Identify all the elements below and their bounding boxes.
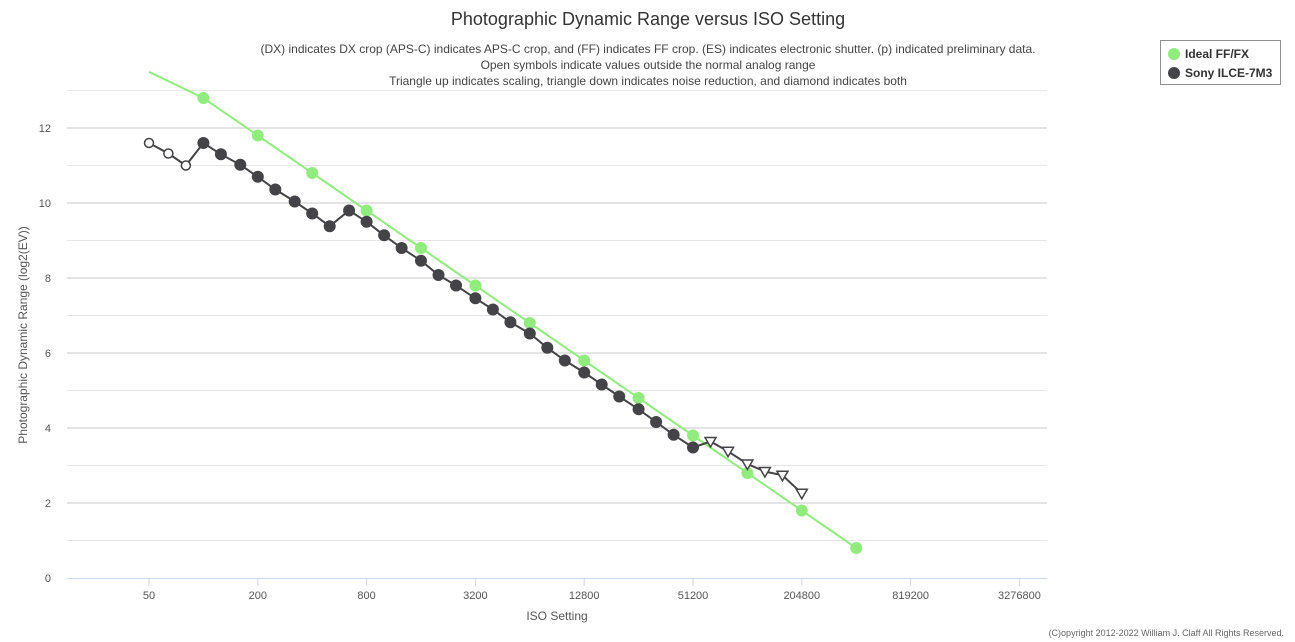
data-point-open[interactable] [163, 148, 174, 159]
data-point[interactable] [432, 269, 445, 281]
legend-label-sony: Sony ILCE-7M3 [1185, 65, 1273, 80]
x-tick-label: 3200 [463, 590, 487, 602]
data-point-triangle-down[interactable] [703, 436, 718, 449]
data-point[interactable] [667, 428, 680, 441]
data-point[interactable] [395, 242, 408, 254]
series-line-sony [148, 141, 803, 495]
data-point[interactable] [523, 317, 536, 329]
series-ideal [148, 70, 863, 554]
x-axis: 50 200 800 3200 12800 51200 204800 819200 327680… [67, 578, 1047, 602]
copyright-credit: (C)opyright 2012-2022 William J. Claff A… [1049, 628, 1284, 638]
data-point[interactable] [595, 378, 608, 391]
chart-subtitle-line-1: (DX) indicates DX crop (APS-C) indicates… [261, 42, 1036, 56]
data-point[interactable] [306, 207, 319, 220]
grid-lines [67, 90, 1047, 541]
series-line-ideal [148, 70, 857, 549]
x-tick-label: 12800 [569, 590, 600, 602]
chart-subtitle-line-2: Open symbols indicate values outside the… [481, 58, 816, 72]
data-point-open[interactable] [180, 160, 192, 171]
legend-item-ideal[interactable]: Ideal FF/FX [1168, 44, 1280, 63]
y-axis-title: Photographic Dynamic Range (log2(EV)) [16, 226, 30, 443]
data-point[interactable] [234, 158, 247, 171]
data-point[interactable] [450, 279, 463, 292]
data-point[interactable] [632, 403, 645, 416]
chart-title: Photographic Dynamic Range versus ISO Se… [451, 9, 845, 29]
x-tick-label: 200 [249, 590, 267, 602]
data-point[interactable] [343, 204, 356, 217]
data-point[interactable] [415, 254, 427, 267]
data-point[interactable] [558, 354, 571, 367]
y-tick-label: 6 [45, 348, 51, 360]
y-tick-label: 10 [39, 198, 51, 210]
data-point[interactable] [795, 504, 808, 517]
chart-legend: Ideal FF/FX Sony ILCE-7M3 [1160, 40, 1281, 85]
data-point-open[interactable] [143, 137, 155, 149]
data-point[interactable] [650, 416, 663, 428]
legend-label-ideal: Ideal FF/FX [1185, 46, 1250, 61]
x-tick-label: 819200 [892, 590, 929, 602]
y-tick-label: 0 [45, 573, 51, 585]
legend-marker-ideal [1168, 47, 1180, 60]
x-tick-label: 50 [143, 590, 155, 602]
data-point[interactable] [687, 441, 699, 454]
data-point-triangle-down[interactable] [721, 446, 735, 459]
data-point[interactable] [523, 327, 536, 340]
data-point[interactable] [269, 183, 282, 196]
data-point[interactable] [486, 303, 499, 316]
data-point[interactable] [378, 229, 391, 242]
legend-item-sony[interactable]: Sony ILCE-7M3 [1168, 63, 1280, 82]
data-point[interactable] [850, 542, 863, 554]
y-tick-label: 2 [45, 498, 51, 510]
y-axis: 0 2 4 6 8 10 12 [39, 123, 51, 585]
data-point-triangle-down[interactable] [758, 466, 772, 479]
data-point[interactable] [415, 242, 427, 254]
data-point[interactable] [323, 220, 336, 233]
data-point[interactable] [306, 167, 319, 179]
data-point[interactable] [251, 129, 264, 142]
series-layer [143, 70, 863, 554]
x-tick-label: 204800 [783, 590, 820, 602]
x-tick-label: 3276800 [998, 590, 1041, 602]
y-tick-label: 12 [39, 123, 51, 135]
data-point-triangle-down[interactable] [794, 488, 809, 501]
data-point[interactable] [360, 215, 373, 228]
data-point[interactable] [360, 204, 373, 217]
data-point[interactable] [469, 279, 482, 292]
chart-subtitle-line-3: Triangle up indicates scaling, triangle … [389, 74, 907, 88]
data-point[interactable] [613, 390, 626, 403]
data-point[interactable] [741, 467, 754, 479]
data-point[interactable] [578, 366, 591, 379]
y-tick-label: 4 [45, 423, 51, 435]
data-point[interactable] [632, 392, 645, 404]
data-point[interactable] [197, 137, 210, 149]
legend-marker-sony [1168, 66, 1180, 79]
x-tick-label: 51200 [678, 590, 709, 602]
data-point[interactable] [687, 429, 699, 442]
data-point[interactable] [541, 341, 554, 354]
data-point[interactable] [578, 354, 591, 367]
data-point-triangle-down[interactable] [775, 470, 790, 483]
data-point[interactable] [469, 292, 482, 305]
data-point[interactable] [504, 316, 517, 329]
x-tick-label: 800 [357, 590, 375, 602]
x-axis-title: ISO Setting [526, 609, 587, 623]
data-point[interactable] [288, 195, 301, 208]
y-tick-label: 8 [45, 273, 51, 285]
data-point[interactable] [251, 170, 264, 183]
data-point-triangle-down[interactable] [740, 459, 755, 471]
series-sony [143, 137, 809, 501]
data-point[interactable] [197, 92, 210, 104]
data-point[interactable] [214, 148, 227, 161]
